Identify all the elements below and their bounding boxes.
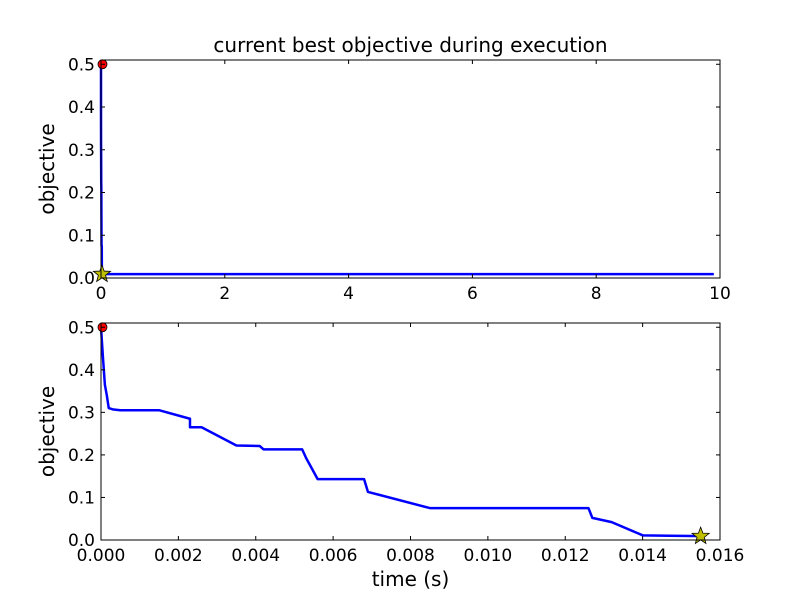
y-axis-label: objective [35, 123, 59, 214]
y-tick-label: 0.0 [68, 531, 95, 551]
x-tick-label: 0.002 [154, 546, 203, 566]
x-axis-label: time (s) [372, 567, 450, 591]
chart-title: current best objective during execution [213, 33, 607, 57]
y-tick-label: 0.5 [68, 55, 95, 75]
x-tick-label: 2 [219, 284, 230, 304]
x-tick-label: 0 [96, 284, 107, 304]
y-tick-label: 0.4 [68, 98, 95, 118]
x-tick-label: 10 [709, 284, 731, 304]
series-line-1 [99, 327, 705, 538]
y-tick-label: 0.1 [68, 488, 95, 508]
x-tick-label: 6 [467, 284, 478, 304]
y-tick-label: 0.3 [68, 403, 95, 423]
x-tick-label: 8 [591, 284, 602, 304]
y-tick-label: 0.4 [68, 361, 95, 381]
x-tick-label: 4 [343, 284, 354, 304]
x-tick-label: 0.004 [231, 546, 280, 566]
y-tick-label: 0.2 [68, 446, 95, 466]
x-tick-label: 0.006 [309, 546, 358, 566]
x-tick-label: 0.008 [386, 546, 435, 566]
x-tick-label: 0.000 [77, 546, 126, 566]
x-tick-label: 0.016 [696, 546, 745, 566]
y-tick-label: 0.0 [68, 269, 95, 289]
chart-1: 0 2 4 6 8 10 0.0 0.1 0.2 0.3 0.4 0.5 current best ob… [35, 33, 731, 304]
x-tick-label: 0.014 [618, 546, 667, 566]
x-tick-label: 0.010 [464, 546, 513, 566]
best-marker [691, 526, 711, 545]
y-tick-label: 0.5 [68, 318, 95, 338]
chart-2: 0.000 0.002 0.004 0.006 0.008 0.010 0.012 0.014… [35, 318, 744, 591]
x-tick-label: 0.012 [541, 546, 590, 566]
axes-frame [100, 59, 721, 279]
best-marker [92, 264, 112, 283]
axes-frame [100, 322, 721, 541]
y-tick-label: 0.2 [68, 184, 95, 204]
y-tick-label: 0.1 [68, 226, 95, 246]
series-line-1 [99, 64, 714, 276]
y-axis-label: objective [35, 386, 59, 477]
y-tick-label: 0.3 [68, 141, 95, 161]
